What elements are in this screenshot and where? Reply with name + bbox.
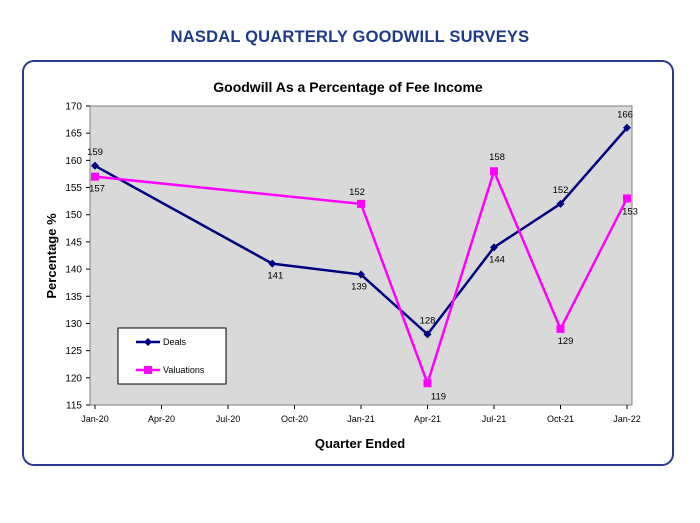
y-axis-title: Percentage % [44,213,59,299]
x-tick-label: Apr-21 [414,414,441,424]
legend: Deals Valuations [117,327,227,385]
legend-label-deals: Deals [163,337,187,347]
data-label-deals: 141 [267,271,283,282]
y-tick-label: 120 [65,373,82,384]
data-label-valuations: 153 [622,206,638,217]
data-label-deals: 159 [87,147,103,158]
page-title: NASDAL QUARTERLY GOODWILL SURVEYS [170,28,530,46]
marker-deals [268,259,277,268]
marker-deals [556,199,565,208]
y-tick-label: 130 [65,319,82,330]
data-label-valuations: 152 [349,187,365,198]
marker-deals [490,243,498,252]
x-tick-label: Jan-20 [81,414,109,424]
data-label-valuations: 119 [431,391,446,402]
legend-marker-shape [144,366,152,374]
series-line-valuations [94,167,629,388]
marker-deals [357,270,365,279]
x-tick-label: Jul-20 [216,414,241,424]
marker-deals [623,123,631,132]
x-tick-label: Apr-20 [148,414,175,424]
x-tick-label: Jan-22 [613,414,641,424]
series-layer [91,123,631,388]
data-label-valuations: 129 [558,336,574,347]
data-label-deals: 144 [489,254,505,265]
marker-valuations [490,167,498,176]
y-tick-label: 125 [65,346,82,357]
data-label-layer: 159 141 139 128 144 152 166 157 152 119 158 129 153 [87,110,638,403]
data-label-deals: 128 [420,315,436,326]
marker-valuations [423,379,432,388]
y-tick-label: 155 [65,183,82,194]
legend-marker-valuations [144,366,152,374]
data-label-deals: 166 [617,110,633,121]
marker-deals [423,330,432,339]
chart-title: Goodwill As a Percentage of Fee Income [213,79,483,95]
y-tick-label: 140 [65,265,82,276]
y-tick-label: 160 [65,156,82,167]
data-label-deals: 152 [553,185,569,196]
y-axis: 115 120 125 130 135 140 145 150 155 160 165 170 [65,102,90,412]
x-tick-label: Jul-21 [482,414,507,424]
marker-valuations [91,172,99,181]
legend-marker-deals [144,338,152,346]
y-tick-label: 145 [65,237,82,248]
data-label-valuations: 158 [489,152,505,163]
legend-marker-shape [144,338,152,346]
x-axis: Jan-20 Apr-20 Jul-20 Oct-20 Jan-21 Apr-21 Jul-… [81,405,641,424]
data-label-deals: 139 [351,282,367,293]
data-label-valuations: 157 [89,184,105,195]
legend-box [117,327,227,385]
marker-valuations [623,194,631,203]
marker-valuations [357,199,365,208]
y-tick-label: 170 [65,102,82,113]
x-axis-title: Quarter Ended [315,436,405,451]
x-tick-label: Oct-21 [547,414,574,424]
marker-deals [91,161,99,170]
y-tick-label: 150 [65,210,82,221]
legend-label-valuations: Valuations [163,365,205,375]
marker-valuations [556,324,565,333]
x-tick-label: Oct-20 [281,414,308,424]
x-tick-label: Jan-21 [347,414,375,424]
y-tick-label: 165 [65,129,82,140]
y-tick-label: 135 [65,292,82,303]
y-tick-label: 115 [66,401,82,412]
